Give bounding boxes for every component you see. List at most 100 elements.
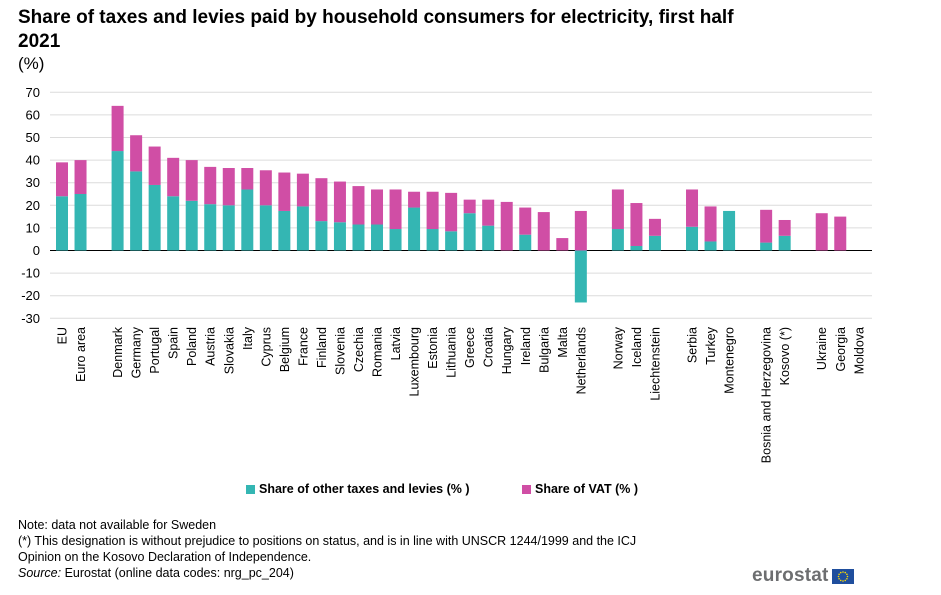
y-tick-label: 0 <box>33 243 40 258</box>
bar-other-taxes <box>352 224 365 251</box>
bar-vat <box>111 105 124 152</box>
x-tick-label: Denmark <box>111 326 125 377</box>
y-tick-label: 40 <box>26 153 40 168</box>
source-label: Source: <box>18 566 62 580</box>
bar-vat <box>778 219 791 236</box>
legend-item-vat[interactable]: Share of VAT (% ) <box>522 482 638 496</box>
bar-other-taxes <box>167 196 180 251</box>
x-tick-label: Italy <box>241 326 255 350</box>
bar-vat <box>148 146 161 185</box>
x-tick-label: Moldova <box>852 327 866 374</box>
legend-item-other-taxes[interactable]: Share of other taxes and levies (% ) <box>246 482 470 496</box>
bar-other-taxes <box>111 151 124 251</box>
y-tick-label: 50 <box>26 130 40 145</box>
bar-vat <box>204 166 217 205</box>
legend-label-other-taxes: Share of other taxes and levies (% ) <box>259 482 470 496</box>
y-axis-unit: (%) <box>18 54 45 73</box>
x-tick-label: Latvia <box>389 327 403 360</box>
bar-vat <box>704 206 717 242</box>
bar-other-taxes <box>74 194 87 251</box>
bar-other-taxes <box>686 226 699 251</box>
bar-vat <box>278 172 291 211</box>
bar-other-taxes <box>408 207 421 251</box>
bar-other-taxes <box>389 229 402 251</box>
legend: Share of other taxes and levies (% ) Sha… <box>0 482 941 500</box>
bar-vat <box>556 238 569 251</box>
bar-other-taxes <box>630 245 643 251</box>
legend-swatch-vat <box>522 484 531 494</box>
bar-vat <box>537 212 550 251</box>
source-text: Eurostat (online data codes: nrg_pc_204) <box>61 566 294 580</box>
x-tick-label: Netherlands <box>574 327 588 394</box>
bar-vat <box>352 186 365 225</box>
x-tick-label: EU <box>56 327 70 344</box>
bar-other-taxes <box>445 231 458 251</box>
x-tick-label: Slovenia <box>333 327 347 375</box>
bar-other-taxes <box>296 206 309 251</box>
bar-other-taxes <box>648 235 661 251</box>
bar-vat <box>389 189 402 230</box>
bar-vat <box>74 160 87 194</box>
x-tick-label: Portugal <box>148 327 162 374</box>
note-sweden: Note: data not available for Sweden <box>18 518 217 532</box>
y-tick-label: 30 <box>26 175 40 190</box>
bar-vat <box>408 191 421 208</box>
bar-vat <box>222 168 235 206</box>
bar-vat <box>241 168 254 190</box>
bar-other-taxes <box>371 224 384 251</box>
bar-vat <box>500 201 513 251</box>
source-note: Source: Eurostat (online data codes: nrg… <box>18 565 778 581</box>
bar-vat <box>315 178 328 222</box>
x-tick-label: Germany <box>130 326 144 378</box>
x-tick-label: Lithuania <box>445 327 459 378</box>
x-tick-label: Romania <box>371 327 385 377</box>
y-tick-label: 20 <box>26 198 40 213</box>
bar-vat <box>686 189 699 227</box>
bar-other-taxes <box>204 204 217 251</box>
bar-vat <box>371 189 384 225</box>
bar-other-taxes <box>222 205 235 251</box>
x-tick-label: Poland <box>185 327 199 366</box>
logo-text: eurostat <box>752 565 829 586</box>
eu-flag-icon <box>831 568 854 584</box>
bar-other-taxes <box>611 229 624 251</box>
x-tick-label: Slovakia <box>222 327 236 374</box>
x-tick-label: Austria <box>204 327 218 366</box>
x-tick-label: Hungary <box>500 326 514 374</box>
y-tick-label: -30 <box>21 311 40 326</box>
bar-other-taxes <box>148 184 161 251</box>
bar-other-taxes <box>519 234 532 251</box>
bar-other-taxes <box>760 242 773 251</box>
eurostat-logo: eurostat <box>752 565 854 587</box>
bar-vat <box>56 162 68 197</box>
x-tick-label: Serbia <box>686 327 700 363</box>
legend-swatch-other-taxes <box>246 484 255 494</box>
x-tick-label: Croatia <box>482 327 496 367</box>
bar-vat <box>333 181 346 223</box>
bar-vat <box>519 207 532 235</box>
bar-vat <box>426 191 439 230</box>
bar-other-taxes <box>56 196 68 251</box>
x-tick-label: Finland <box>315 327 329 368</box>
x-tick-label: Luxembourg <box>408 327 422 397</box>
x-tick-label: Georgia <box>834 327 848 372</box>
bar-vat <box>296 173 309 207</box>
bar-other-taxes <box>482 225 495 251</box>
bar-vat <box>463 199 476 214</box>
bar-vat <box>611 189 624 230</box>
x-tick-label: Greece <box>463 327 477 368</box>
bar-vat <box>259 170 272 206</box>
notes: Note: data not available for Sweden (*) … <box>18 517 778 581</box>
legend-label-vat: Share of VAT (% ) <box>535 482 639 496</box>
y-tick-label: 10 <box>26 220 40 235</box>
chart-title: Share of taxes and levies paid by househ… <box>18 7 734 52</box>
bar-vat <box>130 135 143 172</box>
x-tick-label: Euro area <box>74 327 88 382</box>
x-tick-label: Czechia <box>352 327 366 372</box>
y-tick-label: 60 <box>26 107 40 122</box>
bar-vat <box>574 210 587 251</box>
x-tick-label: Cyprus <box>259 327 273 367</box>
x-tick-label: Liechtenstein <box>648 327 662 401</box>
x-tick-label: Iceland <box>630 327 644 367</box>
bar-vat <box>185 160 198 201</box>
